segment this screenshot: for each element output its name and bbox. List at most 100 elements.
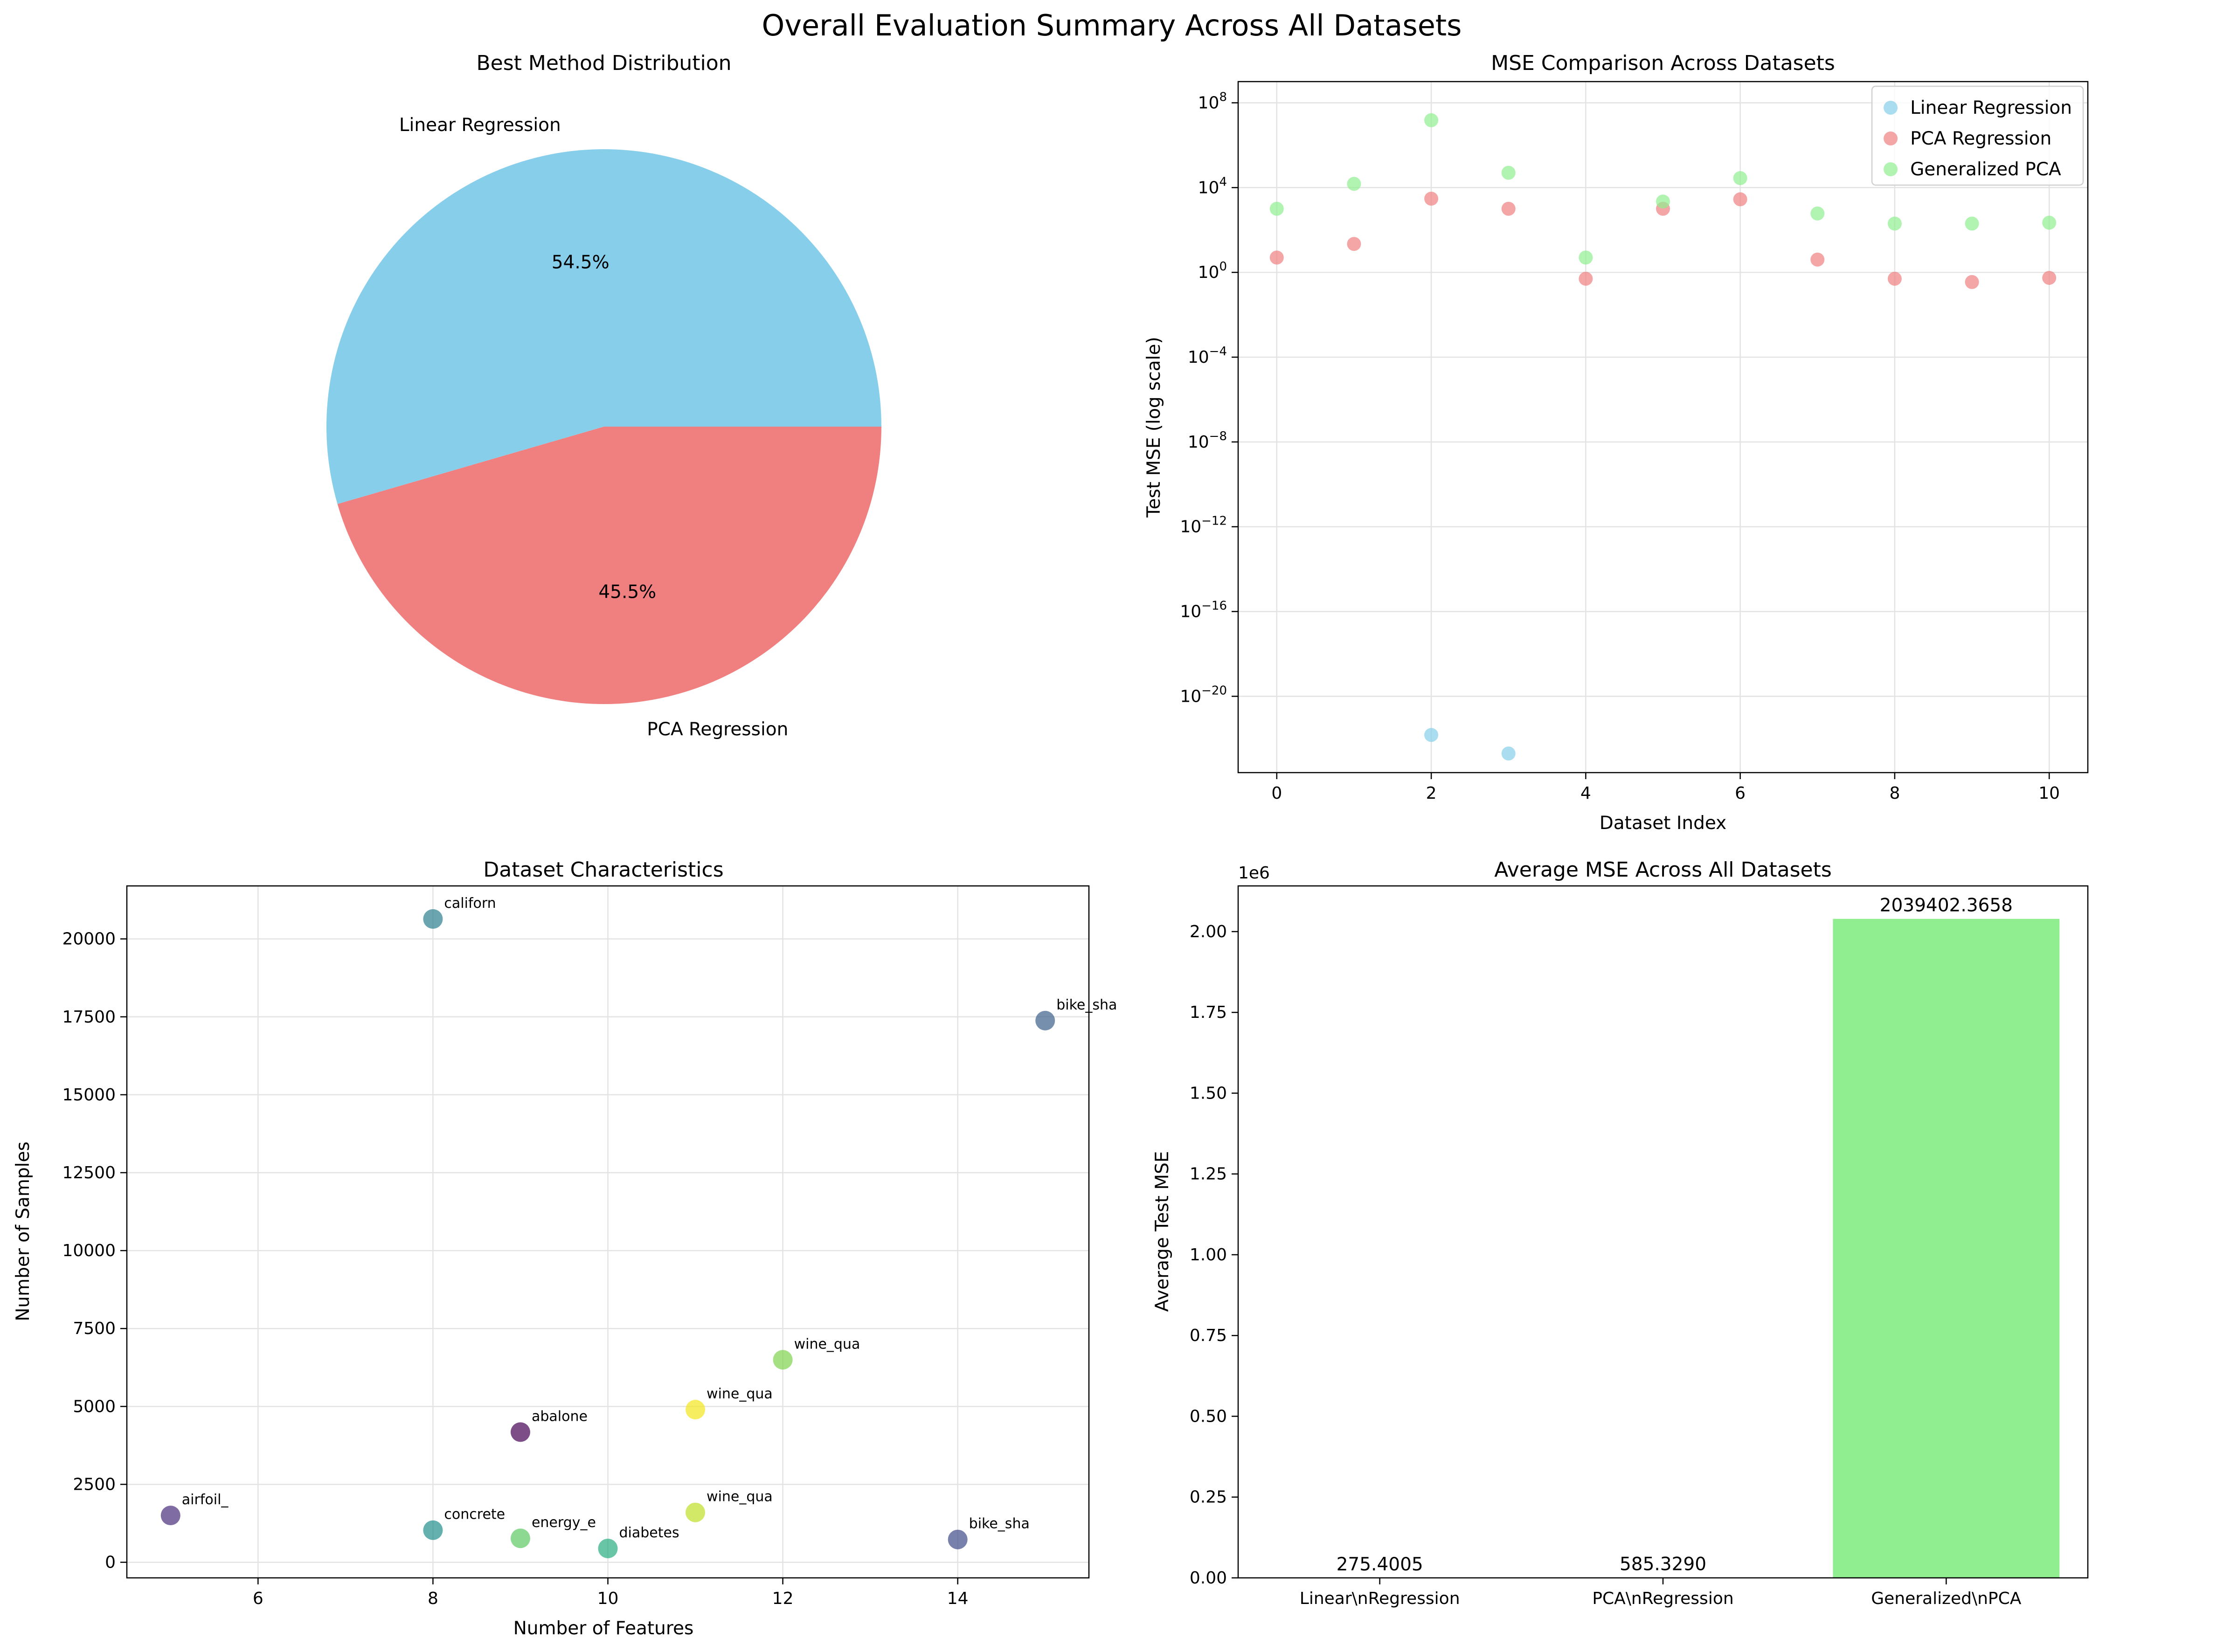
mse-x-tick-label: 10 xyxy=(2038,784,2060,803)
mse-y-tick-label: 10−4 xyxy=(1188,345,1227,367)
bar-y-tick-label: 0.25 xyxy=(1190,1488,1227,1507)
pie-slice xyxy=(326,149,882,504)
ds-point-label: wine_qua xyxy=(707,1489,773,1505)
bar-y-tick-label: 0.50 xyxy=(1190,1407,1227,1426)
ds-y-tick-label: 20000 xyxy=(62,930,116,949)
mse-x-tick-label: 8 xyxy=(1889,784,1900,803)
bar-x-tick-label: Generalized\nPCA xyxy=(1871,1589,2022,1608)
mse-point xyxy=(1269,201,1284,216)
mse-point xyxy=(1501,201,1516,216)
ds-point xyxy=(773,1350,793,1370)
mse-point xyxy=(1965,216,1979,231)
ds-point-label: bike_sha xyxy=(1056,997,1117,1013)
mse-point xyxy=(1424,728,1439,742)
mse-y-tick-label: 10−12 xyxy=(1180,514,1227,537)
mse-y-tick-label: 10−20 xyxy=(1180,684,1227,706)
mse-legend-label: Generalized PCA xyxy=(1910,159,2061,180)
mse-legend-marker xyxy=(1884,101,1898,115)
pie-chart-panel: Best Method Distribution Linear Regressi… xyxy=(326,51,882,740)
mse-point xyxy=(1887,216,1902,231)
mse-ylabel: Test MSE (log scale) xyxy=(1143,337,1164,518)
bar-y-tick-label: 1.50 xyxy=(1190,1084,1227,1103)
mse-point xyxy=(2042,215,2057,230)
mse-point xyxy=(1810,206,1825,221)
mse-x-tick-label: 0 xyxy=(1271,784,1282,803)
ds-point xyxy=(510,1422,530,1442)
mse-point xyxy=(1965,275,1979,289)
ds-x-tick-label: 12 xyxy=(772,1589,794,1608)
bar-x-tick-label: Linear\nRegression xyxy=(1300,1589,1460,1608)
bar-offset-label: 1e6 xyxy=(1238,864,1270,883)
ds-points: californbike_shawine_quawine_quaabalonea… xyxy=(160,895,1117,1559)
mse-title: MSE Comparison Across Datasets xyxy=(1491,51,1835,75)
ds-point-label: bike_sha xyxy=(969,1516,1030,1532)
mse-point xyxy=(1656,194,1670,209)
ds-y-tick-label: 5000 xyxy=(73,1397,116,1416)
bar-ticks: Linear\nRegression PCA\nRegression General… xyxy=(1190,922,2022,1608)
mse-x-tick-label: 2 xyxy=(1426,784,1437,803)
ds-xlabel: Number of Features xyxy=(513,1618,694,1639)
mse-legend-marker xyxy=(1884,131,1898,145)
mse-legend-label: Linear Regression xyxy=(1910,97,2072,118)
ds-x-tick-label: 14 xyxy=(947,1589,969,1608)
ds-point-label: airfoil_ xyxy=(182,1492,229,1508)
mse-point xyxy=(2042,270,2057,285)
bar-y-tick-label: 2.00 xyxy=(1190,922,1227,941)
bar-ylabel: Average Test MSE xyxy=(1152,1151,1173,1312)
figure-title: Overall Evaluation Summary Across All Da… xyxy=(762,8,1462,42)
mse-point xyxy=(1733,171,1747,185)
bar-value-label: 2039402.3658 xyxy=(1880,895,2013,916)
pie-pct-label: 54.5% xyxy=(552,252,610,273)
bar xyxy=(1833,919,2060,1578)
pie-slices: Linear Regression 54.5% PCA Regression 45.5… xyxy=(326,115,882,740)
mse-point xyxy=(1810,252,1825,267)
ds-point-label: diabetes xyxy=(619,1525,679,1541)
mse-point xyxy=(1501,166,1516,180)
ds-point xyxy=(423,909,443,929)
ds-point xyxy=(160,1506,180,1526)
mse-point xyxy=(1424,113,1439,127)
pie-label: PCA Regression xyxy=(647,719,788,740)
mse-y-tick-label: 10−8 xyxy=(1188,429,1227,452)
mse-legend-box xyxy=(1871,85,2084,186)
ds-point xyxy=(948,1529,968,1549)
mse-scatter-panel: MSE Comparison Across Datasets 0 2 4 6 8 10 10… xyxy=(1143,51,2089,834)
ds-point xyxy=(598,1539,618,1559)
mse-y-tick-label: 108 xyxy=(1198,90,1227,112)
ds-y-tick-label: 2500 xyxy=(73,1475,116,1494)
bar-value-label: 275.4005 xyxy=(1337,1554,1423,1575)
ds-point-label: californ xyxy=(444,895,496,912)
mse-point xyxy=(1501,747,1516,761)
mse-xlabel: Dataset Index xyxy=(1600,813,1727,834)
ds-point-label: concrete xyxy=(444,1507,505,1523)
ds-y-tick-label: 10000 xyxy=(62,1241,116,1260)
ds-y-tick-label: 7500 xyxy=(73,1319,116,1338)
bar-x-tick-label: PCA\nRegression xyxy=(1592,1589,1733,1608)
mse-x-tick-label: 4 xyxy=(1580,784,1591,803)
mse-point xyxy=(1887,271,1902,286)
mse-legend: Linear Regression PCA Regression Generaliz… xyxy=(1871,85,2084,186)
mse-axes-frame xyxy=(1237,81,2089,774)
bar-y-tick-label: 1.25 xyxy=(1190,1165,1227,1184)
ds-x-tick-label: 8 xyxy=(428,1589,438,1608)
ds-y-tick-label: 15000 xyxy=(62,1085,116,1105)
ds-title: Dataset Characteristics xyxy=(483,858,723,882)
mse-y-tick-label: 10−16 xyxy=(1180,599,1227,622)
ds-y-tick-label: 0 xyxy=(105,1553,116,1572)
mse-point xyxy=(1269,250,1284,265)
mse-y-tick-label: 100 xyxy=(1198,260,1227,282)
bar-bars: 275.4005 585.3290 2039402.3658 xyxy=(1266,895,2060,1578)
ds-point-label: abalone xyxy=(532,1408,588,1424)
ds-grid xyxy=(127,886,1089,1578)
mse-legend-label: PCA Regression xyxy=(1910,128,2051,149)
ds-ylabel: Number of Samples xyxy=(13,1141,34,1321)
ds-point-label: wine_qua xyxy=(707,1386,773,1402)
ds-ticks: 6 8 10 12 14 0 2500 5000 7500 10000 12500 15000 1750… xyxy=(62,930,968,1608)
ds-x-tick-label: 10 xyxy=(597,1589,619,1608)
pie-slice xyxy=(337,427,881,704)
pie-pct-label: 45.5% xyxy=(598,581,656,602)
mse-ticks: 0 2 4 6 8 10 108 104 100 10−4 10−8 10−12 10−16 10−20 xyxy=(1180,90,2060,803)
bar-y-tick-label: 1.00 xyxy=(1190,1245,1227,1265)
ds-point xyxy=(686,1502,706,1522)
